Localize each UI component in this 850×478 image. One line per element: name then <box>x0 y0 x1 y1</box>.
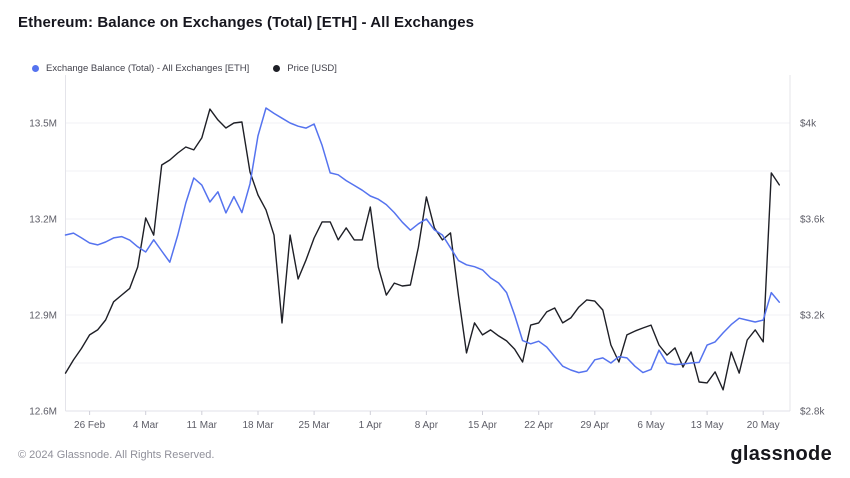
x-tick-label: 1 Apr <box>359 420 383 431</box>
glassnode-logo: glassnode <box>730 443 832 465</box>
x-tick-label: 25 Mar <box>299 420 331 431</box>
legend-item-price[interactable]: Price [USD] <box>273 63 337 74</box>
x-tick-label: 15 Apr <box>468 420 498 431</box>
legend-label-exchange-balance: Exchange Balance (Total) - All Exchanges… <box>46 63 250 74</box>
y-right-tick-label: $3.6k <box>800 215 825 226</box>
x-tick-label: 8 Apr <box>415 420 439 431</box>
x-tick-label: 6 May <box>637 420 664 431</box>
x-tick-label: 20 May <box>747 420 780 431</box>
legend-item-exchange-balance[interactable]: Exchange Balance (Total) - All Exchanges… <box>32 63 249 74</box>
x-tick-label: 26 Feb <box>74 420 106 431</box>
x-tick-label: 4 Mar <box>133 420 159 431</box>
x-tick-label: 18 Mar <box>242 420 274 431</box>
copyright-text: © 2024 Glassnode. All Rights Reserved. <box>18 449 215 461</box>
y-right-tick-label: $3.2k <box>800 311 825 322</box>
x-tick-label: 29 Apr <box>580 420 610 431</box>
chart-area: 13.5M 13.2M 12.9M 12.6M $4k $3.6k $3.2k $2.8k 26… <box>0 70 850 442</box>
price-line <box>64 108 780 391</box>
legend-label-price: Price [USD] <box>287 63 337 74</box>
legend-dot-black-icon <box>273 65 281 72</box>
x-tick-label: 11 Mar <box>187 420 218 431</box>
y-right-tick-label: $2.8k <box>800 407 825 418</box>
y-right-tick-label: $4k <box>800 119 817 130</box>
chart-svg[interactable]: 13.5M 13.2M 12.9M 12.6M $4k $3.6k $3.2k $2.8k 26… <box>0 70 850 442</box>
x-tick-label: 13 May <box>691 420 724 431</box>
y-left-tick-label: 13.2M <box>29 215 57 226</box>
chart-legend: Exchange Balance (Total) - All Exchanges… <box>32 63 337 74</box>
y-left-tick-label: 12.9M <box>29 311 57 322</box>
y-left-tick-label: 13.5M <box>29 119 57 130</box>
legend-dot-blue-icon <box>32 65 39 72</box>
page-title: Ethereum: Balance on Exchanges (Total) [… <box>18 14 475 31</box>
x-tick-label: 22 Apr <box>524 420 554 431</box>
exchange-balance-line <box>64 107 781 374</box>
y-left-tick-label: 12.6M <box>29 407 57 418</box>
